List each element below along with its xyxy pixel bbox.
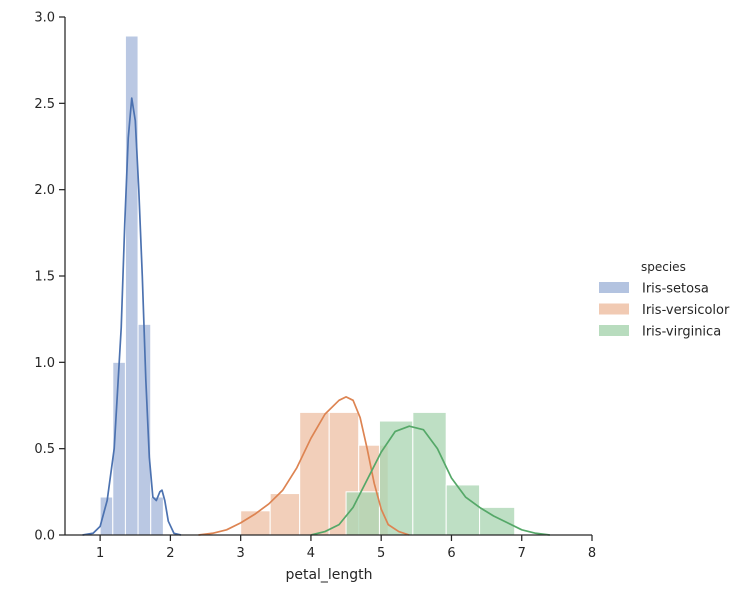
legend-swatch-iris-versicolor [599, 303, 629, 315]
bars-layer [99, 35, 516, 536]
legend-swatch-iris-setosa [599, 282, 629, 293]
histogram-bar-iris-virginica [479, 506, 516, 536]
legend-label-iris-versicolor: Iris-versicolor [642, 303, 730, 318]
legend-label-iris-setosa: Iris-setosa [642, 282, 709, 297]
legend-label-iris-virginica: Iris-virginica [642, 325, 721, 340]
x-tick-label: 6 [447, 546, 455, 561]
legend: species Iris-setosa Iris-versicolor Iris-v… [599, 260, 730, 340]
axes-layer: 0.0 0.5 1.0 1.5 2.0 2.5 3.0 1 2 3 4 5 6 7 8 [34, 11, 596, 562]
histogram-bar-iris-virginica [345, 491, 380, 536]
histogram-bar-iris-setosa [124, 35, 139, 536]
kde-layer [82, 97, 550, 536]
x-tick-label: 7 [518, 546, 526, 561]
x-tick-label: 5 [377, 546, 385, 561]
y-tick-label: 3.0 [34, 11, 55, 26]
kde-line-iris-setosa [82, 97, 182, 536]
y-tick-label: 2.5 [34, 97, 55, 112]
kde-line-iris-versicolor [198, 396, 410, 536]
y-tick-label: 0.0 [34, 529, 55, 544]
histogram-bar-iris-virginica [412, 411, 447, 536]
legend-title: species [641, 260, 686, 274]
x-tick-label: 1 [96, 546, 104, 561]
x-tick-label: 3 [237, 546, 245, 561]
x-tick-label: 4 [307, 546, 315, 561]
histogram-bar-iris-setosa [150, 496, 164, 536]
x-axis-title: petal_length [285, 567, 372, 583]
y-tick-label: 1.0 [34, 356, 55, 371]
legend-swatch-iris-virginica [599, 325, 629, 336]
x-tick-label: 8 [588, 546, 596, 561]
kde-line-iris-virginica [310, 425, 550, 536]
y-tick-label: 1.5 [34, 270, 55, 285]
y-tick-label: 0.5 [34, 442, 55, 457]
y-tick-label: 2.0 [34, 183, 55, 198]
histogram-bar-iris-versicolor [269, 493, 301, 536]
x-tick-label: 2 [166, 546, 174, 561]
